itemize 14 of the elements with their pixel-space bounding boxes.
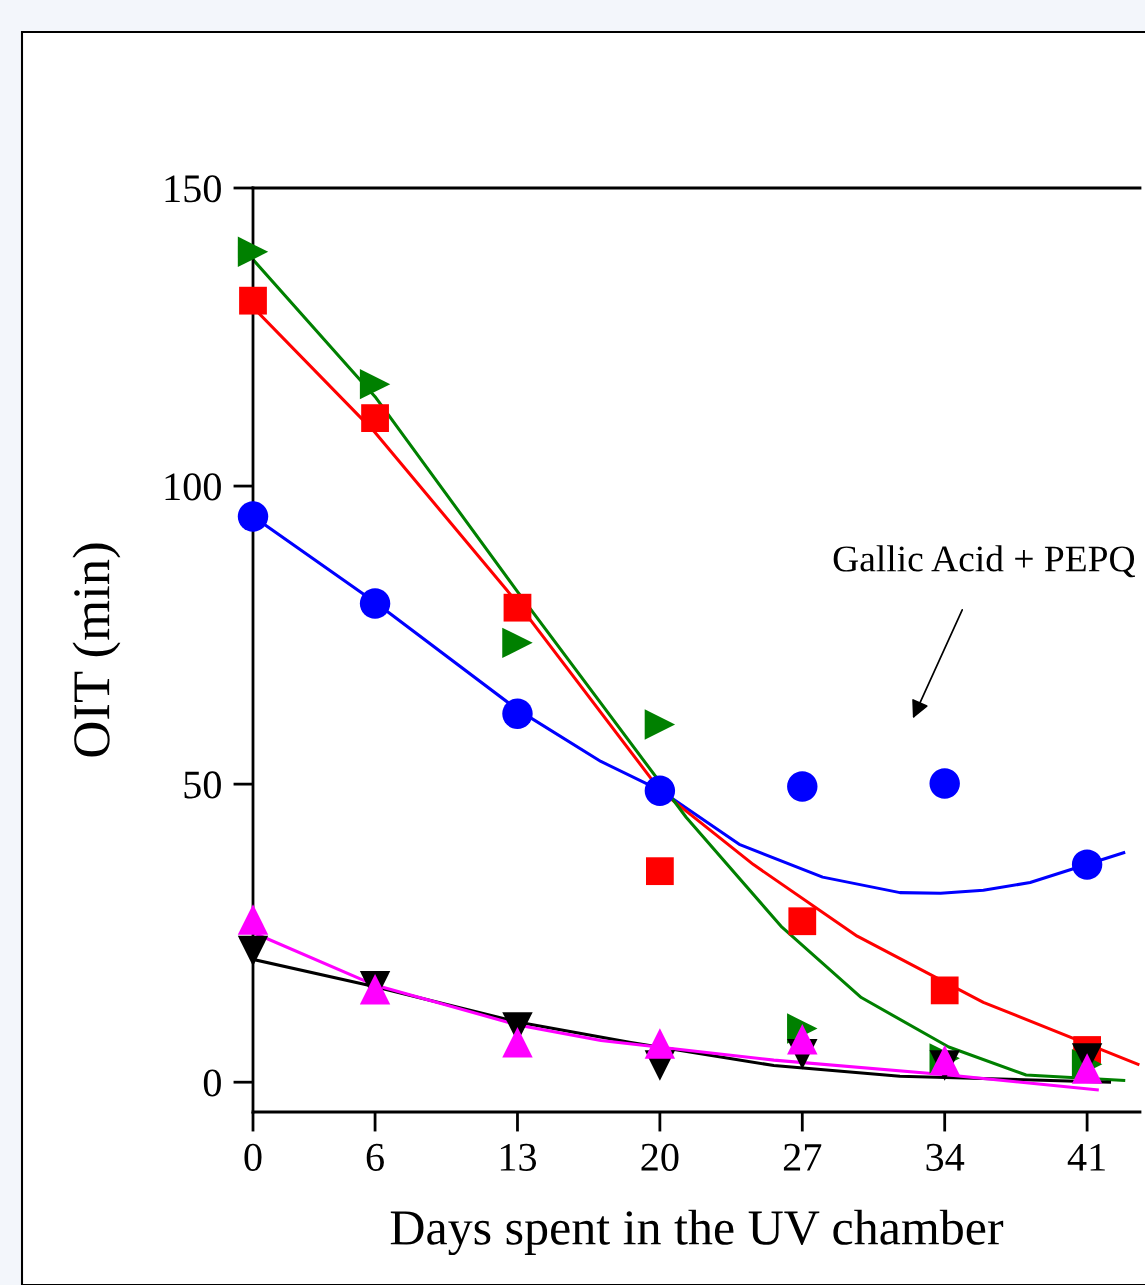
x-tick-label: 6	[366, 1143, 384, 1171]
x-tick-label: 27	[783, 1143, 822, 1171]
x-axis-title: Days spent in the UV chamber	[390, 1209, 1004, 1256]
y-tick-label: 150	[165, 175, 221, 203]
x-tick-label: 34	[926, 1143, 965, 1171]
x-tick-label: 0	[244, 1143, 262, 1171]
y-tick-label: 0	[203, 1069, 221, 1097]
x-tick-label: 13	[500, 1143, 537, 1171]
y-tick-label: 100	[165, 473, 221, 501]
x-tick-label: 41	[1067, 1143, 1105, 1171]
x-tick-label: 20	[641, 1143, 679, 1171]
y-tick-label: 50	[184, 771, 221, 799]
annotation: Gallic Acid + PEPQ	[833, 545, 1135, 578]
y-axis-title: OIT (min)	[72, 543, 121, 757]
